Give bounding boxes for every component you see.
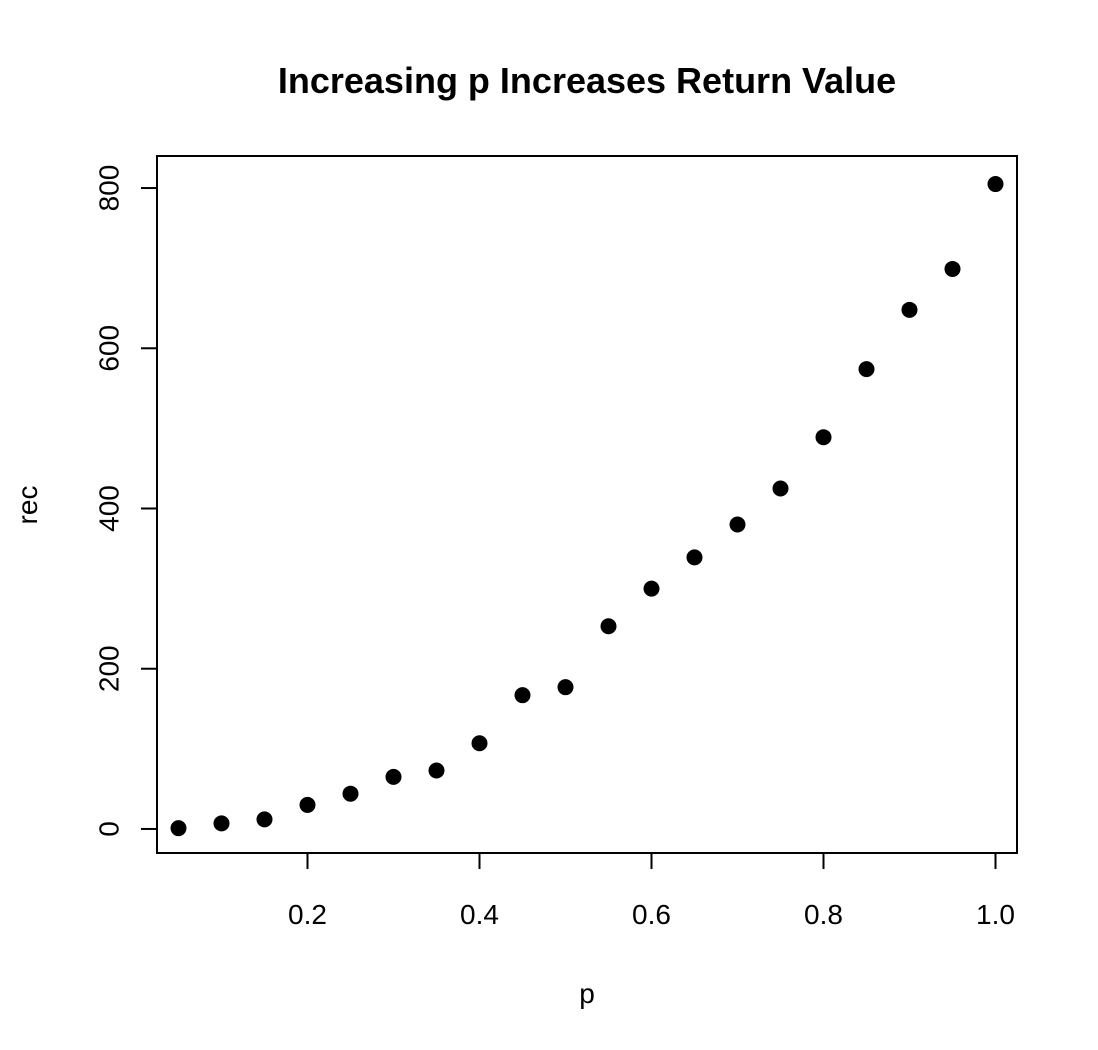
plot-area-frame bbox=[156, 155, 1018, 854]
data-point bbox=[213, 815, 230, 832]
y-tick-label: 800 bbox=[94, 165, 125, 212]
data-point bbox=[557, 679, 574, 696]
data-point bbox=[385, 768, 402, 785]
y-tick-label: 0 bbox=[94, 821, 125, 837]
x-axis-label: p bbox=[579, 978, 595, 1009]
data-point bbox=[643, 580, 660, 597]
data-point bbox=[600, 618, 617, 635]
data-point bbox=[772, 480, 789, 497]
x-tick-label: 0.4 bbox=[460, 899, 499, 930]
x-axis: 0.2 0.4 0.6 0.8 1.0 bbox=[288, 853, 1015, 930]
data-point bbox=[514, 687, 531, 704]
y-tick-label: 200 bbox=[94, 645, 125, 692]
data-point bbox=[471, 735, 488, 752]
x-tick-label: 0.8 bbox=[804, 899, 843, 930]
data-points bbox=[170, 176, 1004, 837]
data-point bbox=[901, 301, 918, 318]
data-point bbox=[729, 516, 746, 533]
chart-title: Increasing p Increases Return Value bbox=[278, 60, 896, 101]
data-point bbox=[858, 361, 875, 378]
data-point bbox=[342, 785, 359, 802]
data-point bbox=[944, 260, 961, 277]
y-axis-label: rec bbox=[12, 486, 43, 525]
data-point bbox=[256, 811, 273, 828]
data-point bbox=[170, 820, 187, 837]
x-tick-label: 0.2 bbox=[288, 899, 327, 930]
y-tick-label: 600 bbox=[94, 325, 125, 372]
data-point bbox=[686, 549, 703, 566]
data-point bbox=[987, 176, 1004, 193]
data-point bbox=[299, 796, 316, 813]
x-tick-label: 0.6 bbox=[632, 899, 671, 930]
data-point bbox=[815, 429, 832, 446]
data-point bbox=[428, 762, 445, 779]
x-tick-label: 1.0 bbox=[976, 899, 1015, 930]
y-axis: 0 200 400 600 800 bbox=[94, 165, 157, 837]
y-tick-label: 400 bbox=[94, 485, 125, 532]
